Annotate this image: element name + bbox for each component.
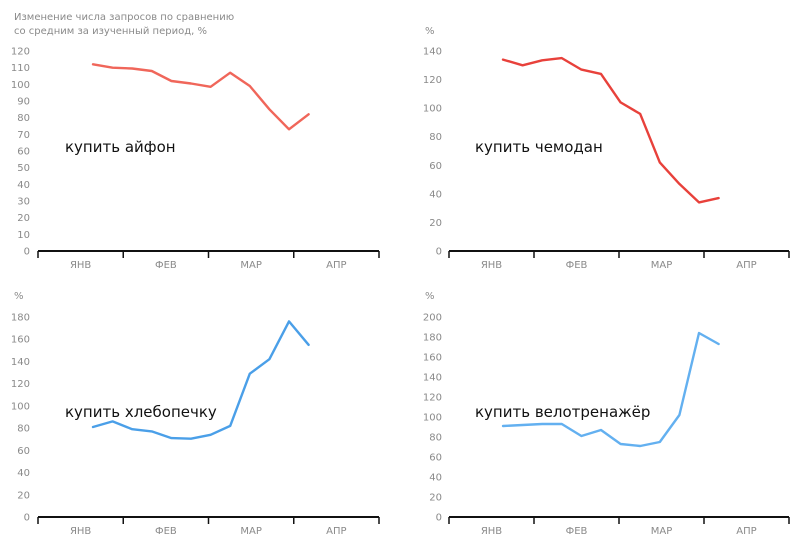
y-tick-label: 120 — [11, 379, 30, 390]
x-tick-label: АПР — [736, 260, 756, 271]
x-tick-label: ФЕВ — [566, 260, 588, 271]
y-tick-label: 20 — [17, 490, 30, 501]
y-tick-label: 180 — [423, 333, 442, 344]
chart-header-line: % — [14, 291, 24, 302]
y-tick-label: 80 — [429, 433, 442, 444]
y-tick-label: 0 — [24, 247, 30, 258]
y-tick-label: 20 — [429, 218, 442, 229]
y-tick-label: 100 — [11, 80, 30, 91]
y-tick-label: 60 — [429, 161, 442, 172]
series-line — [91, 320, 310, 440]
y-tick-label: 80 — [17, 424, 30, 435]
y-tick-label: 60 — [17, 147, 30, 158]
y-tick-label: 140 — [423, 47, 442, 58]
series-line — [91, 63, 310, 131]
x-tick-label: МАР — [651, 526, 673, 537]
y-tick-label: 0 — [436, 247, 442, 258]
y-tick-label: 200 — [423, 313, 442, 324]
series-label: купить велотренажёр — [475, 403, 650, 421]
y-tick-label: 0 — [24, 513, 30, 524]
y-tick-label: 80 — [17, 113, 30, 124]
chart-header-line: Изменение числа запросов по сравнению — [14, 12, 234, 23]
y-tick-label: 40 — [17, 468, 30, 479]
x-tick-label: ФЕВ — [566, 526, 588, 537]
chart-panel-3: % 0 20 40 60 80 100 120 140 160 180 ЯНВ ФЕВ МАР АПР куп… — [11, 291, 380, 537]
y-tick-label: 40 — [429, 189, 442, 200]
x-tick-label: ФЕВ — [155, 526, 177, 537]
x-tick-label: АПР — [736, 526, 756, 537]
series-label: купить чемодан — [475, 138, 603, 156]
x-tick-label: ЯНВ — [481, 526, 502, 537]
series-line — [501, 331, 720, 448]
series-label: купить хлебопечку — [65, 403, 217, 421]
y-tick-label: 60 — [17, 446, 30, 457]
chart-header-line: % — [425, 291, 435, 302]
y-tick-label: 80 — [429, 132, 442, 143]
y-tick-label: 100 — [423, 104, 442, 115]
y-tick-label: 160 — [423, 353, 442, 364]
y-tick-label: 90 — [17, 97, 30, 108]
y-tick-label: 120 — [423, 75, 442, 86]
x-tick-label: АПР — [326, 260, 346, 271]
y-tick-label: 0 — [436, 513, 442, 524]
chart-panel-1: Изменение числа запросов по сравнению со … — [11, 12, 380, 271]
y-tick-label: 120 — [11, 47, 30, 58]
x-tick-label: АПР — [326, 526, 346, 537]
y-tick-label: 140 — [11, 357, 30, 368]
y-tick-label: 10 — [17, 230, 30, 241]
series-label: купить айфон — [65, 138, 176, 156]
x-tick-label: ФЕВ — [155, 260, 177, 271]
y-tick-label: 160 — [11, 335, 30, 346]
y-tick-label: 70 — [17, 130, 30, 141]
x-tick-label: МАР — [240, 526, 262, 537]
y-tick-label: 20 — [429, 493, 442, 504]
y-tick-label: 100 — [423, 413, 442, 424]
y-tick-label: 140 — [423, 373, 442, 384]
x-tick-label: МАР — [240, 260, 262, 271]
y-tick-label: 20 — [17, 213, 30, 224]
y-tick-label: 60 — [429, 453, 442, 464]
chart-panel-2: % 0 20 40 60 80 100 120 140 ЯНВ ФЕВ МАР АПР купить че… — [423, 26, 790, 271]
y-tick-label: 120 — [423, 393, 442, 404]
chart-panel-4: % 0 20 40 60 80 100 120 140 160 180 200 ЯНВ ФЕВ МАР АПР… — [423, 291, 790, 537]
y-tick-label: 30 — [17, 197, 30, 208]
series-line — [501, 56, 720, 204]
x-tick-label: ЯНВ — [70, 260, 91, 271]
chart-header-line: % — [425, 26, 435, 37]
x-tick-label: ЯНВ — [70, 526, 91, 537]
y-tick-label: 110 — [11, 63, 30, 74]
y-tick-label: 50 — [17, 163, 30, 174]
x-tick-label: МАР — [651, 260, 673, 271]
y-tick-label: 180 — [11, 313, 30, 324]
y-tick-label: 100 — [11, 401, 30, 412]
x-tick-label: ЯНВ — [481, 260, 502, 271]
y-tick-label: 40 — [429, 473, 442, 484]
y-tick-label: 40 — [17, 180, 30, 191]
chart-header-line: со средним за изученный период, % — [14, 26, 207, 37]
